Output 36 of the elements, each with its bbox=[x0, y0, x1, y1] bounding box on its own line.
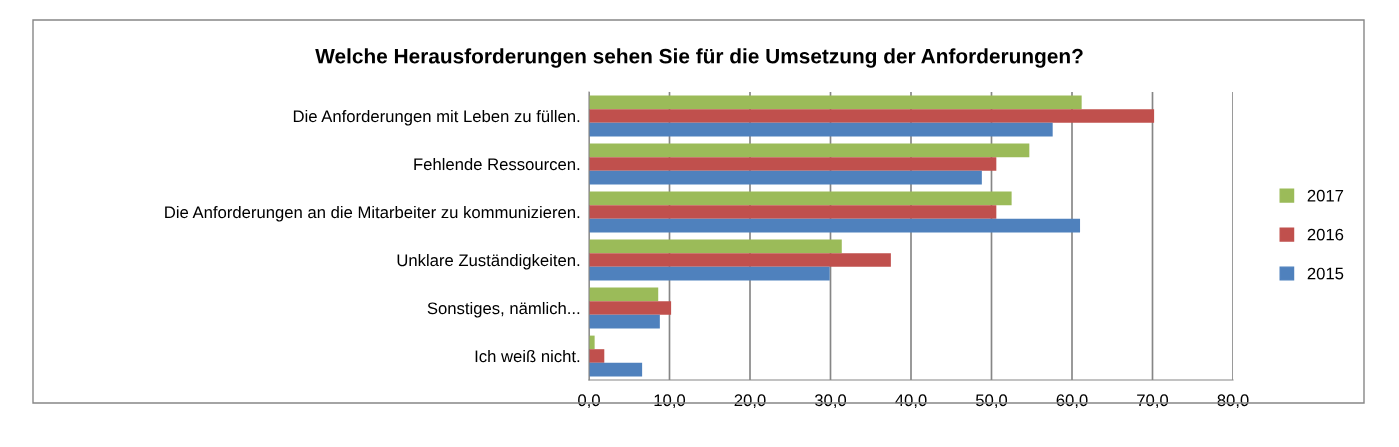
bar bbox=[589, 287, 659, 302]
bar bbox=[589, 143, 1030, 158]
chart-title: Welche Herausforderungen sehen Sie für die Umsetzung der Anforderungen? bbox=[315, 48, 1083, 68]
bar bbox=[589, 301, 672, 315]
bar bbox=[589, 170, 982, 185]
y-tick-label: Die Anforderungen an die Mitarbeiter zu kommunizieren. bbox=[165, 205, 580, 222]
y-tick-label: Sonstiges, nämlich... bbox=[427, 301, 580, 318]
bar bbox=[589, 109, 1155, 123]
bar bbox=[589, 266, 830, 281]
x-tick-label: 40,0 bbox=[895, 394, 927, 409]
bar bbox=[589, 157, 997, 171]
legend-label: 2016 bbox=[1307, 228, 1344, 241]
bar bbox=[589, 218, 1081, 233]
bar bbox=[589, 122, 1053, 137]
x-tick-label: 10,0 bbox=[654, 394, 686, 409]
y-tick-label: Die Anforderungen mit Leben zu füllen. bbox=[293, 109, 580, 126]
x-tick-label: 60,0 bbox=[1056, 394, 1088, 409]
bar bbox=[589, 253, 891, 267]
x-tick-label: 80,0 bbox=[1217, 394, 1249, 409]
x-tick-label: 70,0 bbox=[1137, 394, 1169, 409]
bar bbox=[589, 205, 997, 219]
bar bbox=[589, 95, 1082, 110]
x-tick-label: 30,0 bbox=[814, 394, 847, 409]
y-tick-label: Ich weiß nicht. bbox=[475, 349, 580, 363]
y-tick-label: Unklare Zuständigkeiten. bbox=[397, 253, 580, 270]
legend-label: 2015 bbox=[1307, 267, 1344, 280]
x-tick-label: 20,0 bbox=[734, 394, 766, 409]
bar bbox=[589, 239, 842, 254]
x-tick-label: 50,0 bbox=[975, 394, 1008, 409]
x-tick-label: 0,0 bbox=[578, 394, 600, 409]
y-tick-label: Fehlende Ressourcen. bbox=[414, 157, 580, 171]
legend-label: 2017 bbox=[1307, 189, 1344, 202]
bar bbox=[589, 191, 1012, 206]
bar bbox=[589, 349, 605, 363]
bar bbox=[589, 362, 643, 377]
bar bbox=[589, 314, 660, 329]
